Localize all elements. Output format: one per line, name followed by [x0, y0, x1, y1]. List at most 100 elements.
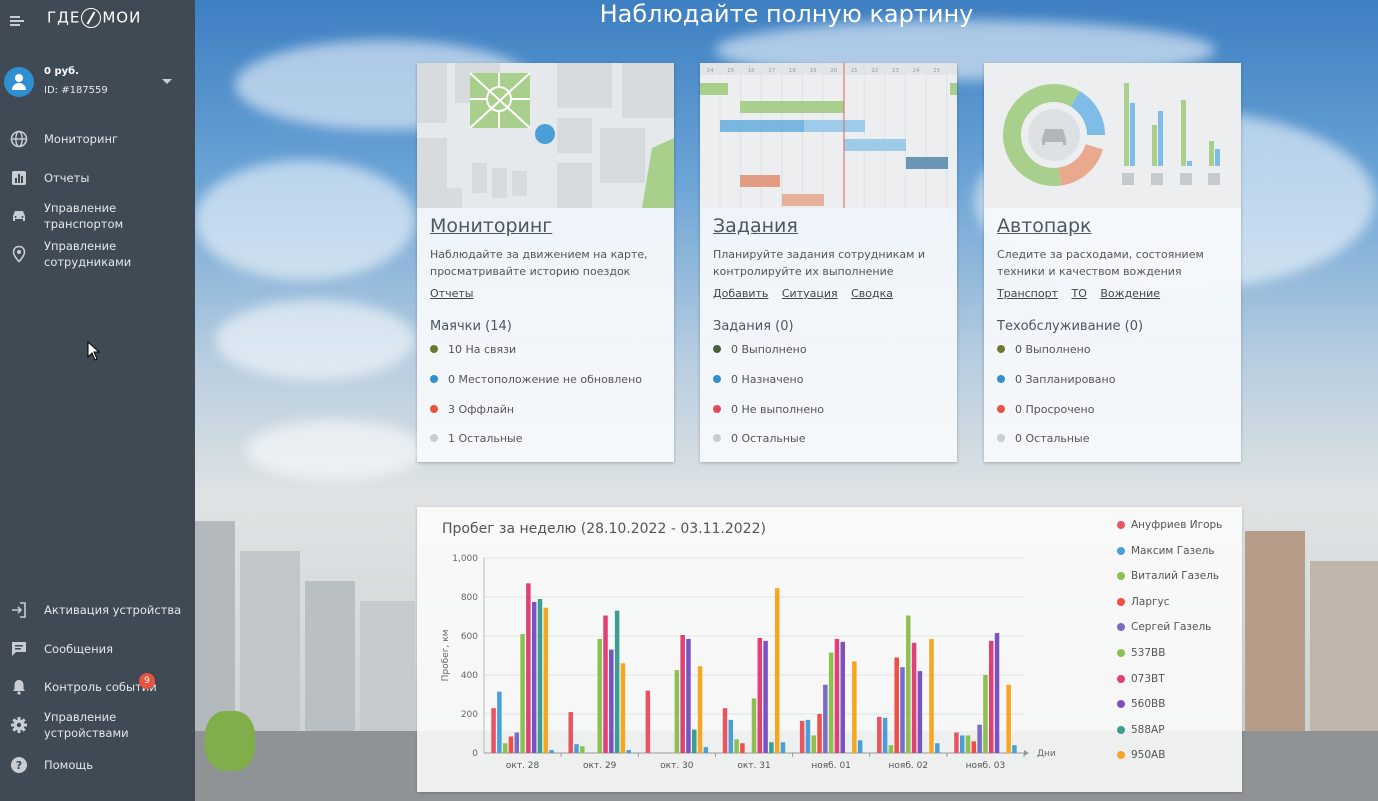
chart-bar[interactable] — [1006, 684, 1011, 753]
chart-bar[interactable] — [722, 708, 728, 753]
chart-bar[interactable] — [911, 642, 917, 753]
chart-bar[interactable] — [817, 714, 822, 753]
chart-bar[interactable] — [935, 743, 940, 753]
chart-bar[interactable] — [751, 698, 757, 753]
chart-bar[interactable] — [728, 719, 734, 753]
chart-bar[interactable] — [1012, 745, 1017, 753]
chart-bar[interactable] — [609, 649, 614, 753]
legend-item[interactable]: 588АР — [1117, 722, 1222, 748]
chart-bar[interactable] — [603, 615, 608, 753]
menu-toggle-icon[interactable] — [10, 14, 26, 28]
legend-item[interactable]: 073ВТ — [1117, 671, 1222, 697]
chart-bar[interactable] — [954, 732, 959, 753]
chart-bar[interactable] — [597, 638, 602, 753]
chart-bar[interactable] — [917, 671, 923, 753]
legend-item[interactable]: 560ВВ — [1117, 696, 1222, 722]
logo[interactable]: ГДЕ МОИ — [47, 8, 141, 28]
chart-bar[interactable] — [568, 712, 573, 753]
legend-item[interactable]: 537ВВ — [1117, 645, 1222, 671]
legend-item[interactable]: Максим Газель — [1117, 543, 1222, 569]
chart-bar[interactable] — [799, 720, 805, 753]
chevron-down-icon[interactable] — [162, 79, 172, 84]
nav-item-employees[interactable]: Управление сотрудниками — [0, 236, 195, 272]
chart-bar[interactable] — [888, 745, 894, 753]
chart-bar[interactable] — [769, 742, 774, 753]
legend-item[interactable]: Сергей Газель — [1117, 619, 1222, 645]
card-title[interactable]: Автопарк — [997, 215, 1092, 237]
chart-bar[interactable] — [497, 691, 502, 753]
link-summary[interactable]: Сводка — [851, 287, 894, 300]
chart-bar[interactable] — [805, 719, 811, 753]
chart-bar[interactable] — [894, 657, 899, 753]
chart-bar[interactable] — [857, 740, 863, 753]
nav-item-messages[interactable]: Сообщения — [0, 631, 195, 667]
nav-item-event-control[interactable]: Контроль событий 9 — [0, 669, 195, 705]
chart-bar[interactable] — [734, 739, 739, 753]
chart-bar[interactable] — [645, 690, 651, 753]
nav-item-monitoring[interactable]: Мониторинг — [0, 121, 195, 157]
chart-bar[interactable] — [543, 607, 549, 753]
chart-bar[interactable] — [852, 661, 857, 753]
chart-bar[interactable] — [508, 736, 514, 753]
chart-bar[interactable] — [823, 684, 828, 753]
legend-item[interactable]: Ларгус — [1117, 594, 1222, 620]
chart-bar[interactable] — [740, 743, 745, 753]
chart-bar[interactable] — [686, 638, 691, 753]
card-title[interactable]: Задания — [713, 215, 798, 237]
chart-bar[interactable] — [906, 615, 911, 753]
chart-bar[interactable] — [811, 735, 816, 753]
nav-item-help[interactable]: ? Помощь — [0, 747, 195, 783]
card-title[interactable]: Мониторинг — [430, 215, 553, 237]
chart-bar[interactable] — [757, 637, 763, 753]
nav-item-transport[interactable]: Управление транспортом — [0, 198, 195, 234]
legend-item[interactable]: Ануфриев Игорь — [1117, 517, 1222, 543]
legend-item[interactable]: 950АВ — [1117, 747, 1222, 773]
link-situation[interactable]: Ситуация — [781, 287, 838, 300]
chart-bar[interactable] — [680, 635, 685, 753]
chart-bar[interactable] — [959, 735, 965, 753]
chart-bar[interactable] — [929, 638, 934, 753]
chart-bar[interactable] — [877, 716, 882, 753]
legend-item[interactable]: Виталий Газель — [1117, 568, 1222, 594]
chart-bar[interactable] — [514, 732, 520, 753]
chart-bar[interactable] — [828, 652, 834, 753]
chart-bar[interactable] — [774, 588, 780, 753]
chart-bar[interactable] — [882, 717, 888, 753]
chart-bar[interactable] — [502, 743, 508, 753]
chart-bar[interactable] — [971, 741, 977, 753]
link-transport[interactable]: Транспорт — [997, 287, 1058, 300]
chart-bar[interactable] — [520, 634, 525, 753]
chart-bar[interactable] — [840, 641, 845, 753]
link-reports[interactable]: Отчеты — [430, 287, 474, 300]
link-driving[interactable]: Вождение — [1100, 287, 1161, 300]
nav-item-device-management[interactable]: Управление устройствами — [0, 707, 195, 743]
link-add[interactable]: Добавить — [713, 287, 769, 300]
chart-bar[interactable] — [491, 708, 496, 753]
chart-bar[interactable] — [531, 601, 537, 753]
chart-bar[interactable] — [988, 640, 994, 753]
chart-bar[interactable] — [977, 724, 982, 753]
chart-bar[interactable] — [580, 746, 585, 753]
chart-bar[interactable] — [965, 735, 971, 753]
chart-bar[interactable] — [549, 750, 554, 753]
chart-bar[interactable] — [620, 663, 626, 753]
nav-item-reports[interactable]: Отчеты — [0, 160, 195, 196]
chart-bar[interactable] — [614, 610, 620, 753]
chart-bar[interactable] — [834, 638, 840, 753]
nav-item-device-activation[interactable]: Активация устройства — [0, 592, 195, 628]
chart-bar[interactable] — [983, 675, 988, 753]
chart-bar[interactable] — [780, 742, 786, 753]
chart-bar[interactable] — [526, 583, 531, 753]
chart-bar[interactable] — [697, 666, 703, 753]
chart-bar[interactable] — [692, 729, 697, 753]
chart-bar[interactable] — [674, 670, 680, 753]
chart-bar[interactable] — [994, 633, 1000, 753]
chart-bar[interactable] — [900, 667, 905, 753]
link-maintenance[interactable]: ТО — [1071, 287, 1087, 300]
chart-bar[interactable] — [703, 747, 709, 753]
chart-bar[interactable] — [763, 640, 768, 753]
chart-bar[interactable] — [626, 750, 631, 753]
account-panel[interactable]: 0 руб. ID: #187559 — [0, 62, 195, 104]
chart-bar[interactable] — [574, 744, 579, 753]
chart-bar[interactable] — [537, 598, 543, 753]
